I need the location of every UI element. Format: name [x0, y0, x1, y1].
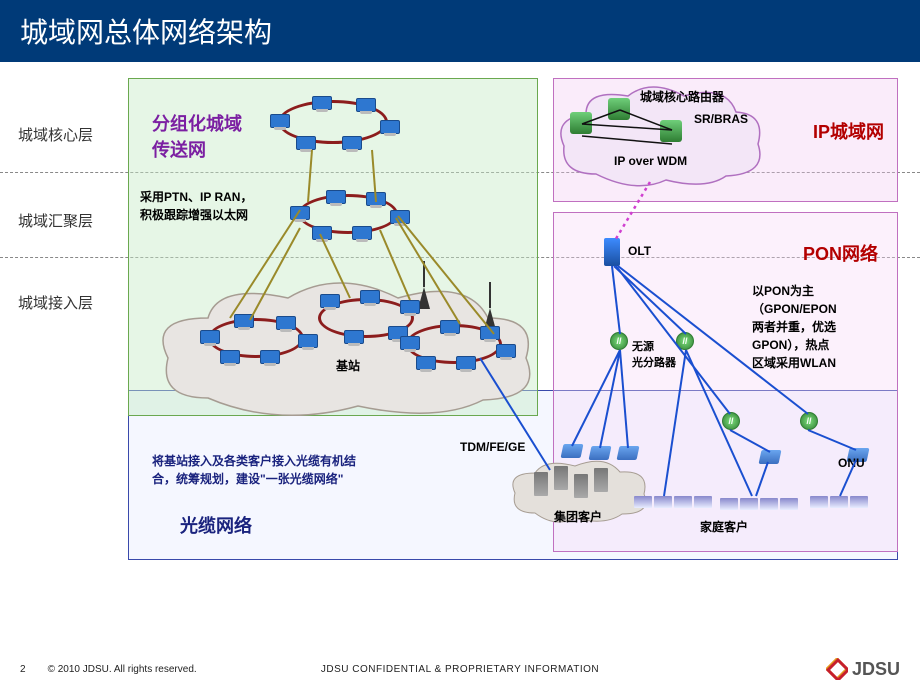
- pon-title: PON网络: [803, 240, 878, 266]
- router-3: [660, 120, 682, 142]
- node-r3c: [480, 326, 500, 340]
- onu-label: ONU: [838, 456, 865, 470]
- node-c4: [380, 120, 400, 134]
- splitter-3: //: [722, 412, 740, 430]
- confidential: JDSU CONFIDENTIAL & PROPRIETARY INFORMAT…: [321, 664, 599, 675]
- splitter-2: //: [676, 332, 694, 350]
- layer-agg-label: 城域汇聚层: [18, 210, 93, 231]
- houses-1: [634, 496, 712, 508]
- home-label: 家庭客户: [700, 518, 748, 535]
- node-r2c: [400, 300, 420, 314]
- core-router-label: 城域核心路由器: [640, 88, 724, 105]
- node-r3b: [440, 320, 460, 334]
- bldg-2: [554, 466, 568, 490]
- node-r2a: [320, 294, 340, 308]
- node-a2: [326, 190, 346, 204]
- node-c2: [312, 96, 332, 110]
- splitter-label: 无源 光分路器: [632, 338, 676, 370]
- node-r2e: [344, 330, 364, 344]
- layer-access-label: 城域接入层: [18, 292, 93, 313]
- node-a1: [290, 206, 310, 220]
- olt-label: OLT: [628, 244, 651, 258]
- packet-desc: 采用PTN、IP RAN， 积极跟踪增强以太网: [140, 188, 252, 224]
- node-c1: [270, 114, 290, 128]
- node-r3d: [496, 344, 516, 358]
- node-r3e: [456, 356, 476, 370]
- router-1: [570, 112, 592, 134]
- node-r3f: [416, 356, 436, 370]
- packet-man-title: 分组化城域 传送网: [152, 110, 242, 162]
- page-number: 2: [20, 664, 26, 675]
- brand-logo: JDSU: [826, 658, 900, 680]
- node-r1f: [220, 350, 240, 364]
- ip-over-wdm-label: IP over WDM: [614, 154, 687, 168]
- fiber-desc: 将基站接入及各类客户接入光缆有机结 合，统筹规划，建设"一张光缆网络": [152, 452, 452, 488]
- onu-4: [759, 450, 782, 464]
- enterprise-label: 集团客户: [554, 508, 602, 525]
- bldg-1: [534, 472, 548, 496]
- footer: 2 © 2010 JDSU. All rights reserved. JDSU…: [0, 654, 920, 684]
- node-a5: [352, 226, 372, 240]
- bldg-3: [574, 474, 588, 498]
- ip-man-title: IP城域网: [813, 118, 884, 144]
- olt-device: [604, 238, 620, 266]
- node-a4: [390, 210, 410, 224]
- base-station-label: 基站: [336, 357, 360, 374]
- node-r1e: [260, 350, 280, 364]
- node-r3a: [400, 336, 420, 350]
- slide-title: 城域网总体网络架构: [0, 0, 920, 62]
- houses-3: [810, 496, 868, 508]
- diagram-area: 城域核心层 城域汇聚层 城域接入层 将基站接入及各类客户接入光缆有机结 合，统筹…: [0, 62, 920, 650]
- pon-desc: 以PON为主 （GPON/EPON 两者并重，优选 GPON），热点 区域采用W…: [752, 282, 888, 372]
- bldg-4: [594, 468, 608, 492]
- node-r1a: [200, 330, 220, 344]
- copyright: © 2010 JDSU. All rights reserved.: [48, 664, 197, 675]
- node-r2b: [360, 290, 380, 304]
- node-a3: [366, 192, 386, 206]
- node-c6: [296, 136, 316, 150]
- splitter-4: //: [800, 412, 818, 430]
- node-r1d: [298, 334, 318, 348]
- node-c3: [356, 98, 376, 112]
- houses-2: [720, 498, 798, 510]
- node-a6: [312, 226, 332, 240]
- fiber-title: 光缆网络: [180, 512, 252, 538]
- layer-core-label: 城域核心层: [18, 124, 93, 145]
- router-2: [608, 98, 630, 120]
- tdm-label: TDM/FE/GE: [460, 440, 525, 454]
- node-r1b: [234, 314, 254, 328]
- splitter-1: //: [610, 332, 628, 350]
- node-r1c: [276, 316, 296, 330]
- onu-1: [561, 444, 584, 458]
- sr-bras-label: SR/BRAS: [694, 112, 748, 126]
- node-c5: [342, 136, 362, 150]
